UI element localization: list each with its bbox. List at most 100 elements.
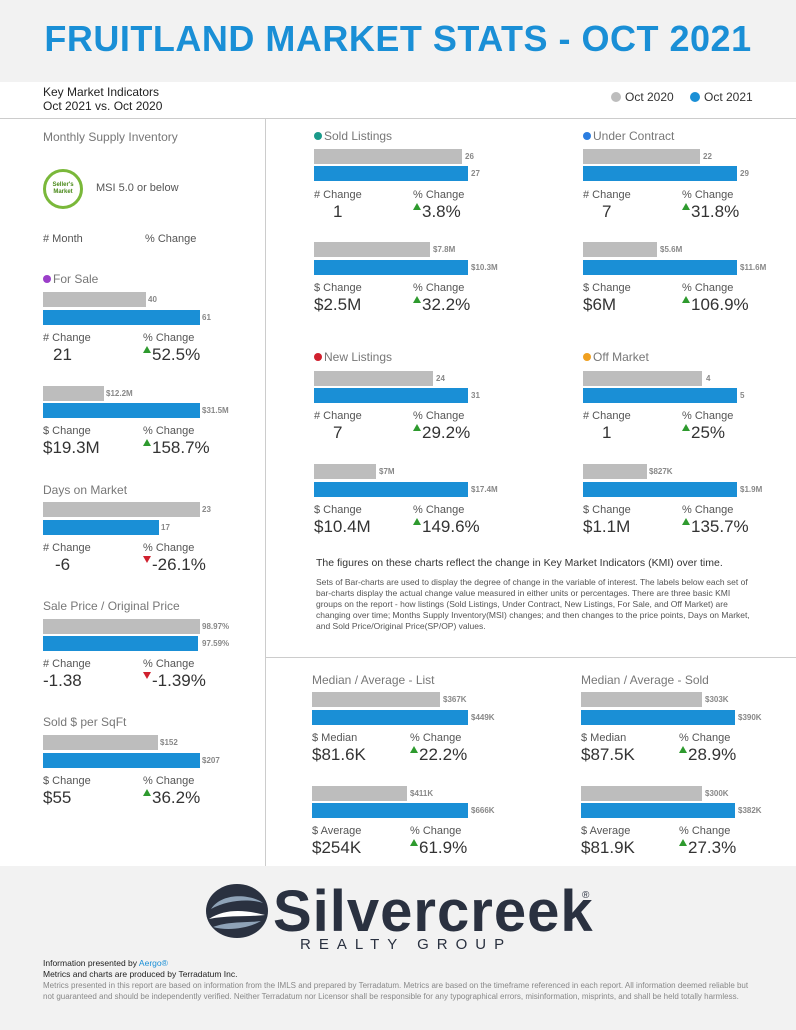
dom-title: Days on Market xyxy=(43,483,128,497)
under-bar-prev xyxy=(583,149,700,164)
for-sale-chg: 21 xyxy=(53,345,72,364)
new-vol-bar-prev xyxy=(314,464,376,479)
for-sale-title: For Sale xyxy=(43,272,98,286)
new-vol-chg-label: $ Change xyxy=(314,504,362,516)
spop-chg-label: # Change xyxy=(43,658,91,670)
under-title: Under Contract xyxy=(583,129,674,143)
new-pct-label: % Change xyxy=(413,410,465,422)
for-sale-vol-chg-label: $ Change xyxy=(43,425,91,437)
under-vol-pct-value: 106.9% xyxy=(691,295,749,314)
sold-val-prev: 26 xyxy=(465,152,474,161)
sold-bar-prev xyxy=(314,149,462,164)
under-val-curr: 29 xyxy=(740,169,749,178)
presented-by: Information presented by Aergo® xyxy=(43,958,168,968)
sold-title: Sold Listings xyxy=(314,129,392,143)
sqft-val-prev: $152 xyxy=(160,738,178,747)
msi-col-change: % Change xyxy=(145,233,197,245)
sold-avg-pct-value: 27.3% xyxy=(688,838,737,857)
for-sale-vol-chg: $19.3M xyxy=(43,438,100,457)
for-sale-vol-val-prev: $12.2M xyxy=(106,389,133,398)
for-sale-vol-pct: 158.7% xyxy=(143,438,210,458)
sold-median-val-curr: $390K xyxy=(738,713,762,722)
sold-median-pct-value: 28.9% xyxy=(688,745,737,764)
up-arrow-icon xyxy=(413,518,421,525)
badge-line1: Seller's xyxy=(52,182,74,188)
msi-title: Monthly Supply Inventory xyxy=(43,130,178,144)
sold-vol-chg-label: $ Change xyxy=(314,282,362,294)
sold-vol-chg: $2.5M xyxy=(314,295,362,314)
dom-pct-value: -26.1% xyxy=(152,555,206,574)
new-pct-value: 29.2% xyxy=(422,423,471,442)
up-arrow-icon xyxy=(410,839,418,846)
new-vol-val-prev: $7M xyxy=(379,467,395,476)
for-sale-pct: 52.5% xyxy=(143,345,200,365)
list-avg-chg-label: $ Average xyxy=(312,825,362,837)
msi-badge-text: MSI 5.0 or below xyxy=(96,182,179,194)
dom-bar-curr xyxy=(43,520,159,535)
under-val-prev: 22 xyxy=(703,152,712,161)
msi-col-month: # Month xyxy=(43,233,83,245)
list-median-chg-label: $ Median xyxy=(312,732,358,744)
up-arrow-icon xyxy=(679,839,687,846)
off-vol-pct-label: % Change xyxy=(682,504,734,516)
new-vol-pct: 149.6% xyxy=(413,517,480,537)
sqft-chg-label: $ Change xyxy=(43,775,91,787)
up-arrow-icon xyxy=(143,789,151,796)
new-vol-pct-label: % Change xyxy=(413,504,465,516)
sold-median-bar-curr xyxy=(581,710,735,725)
under-pct-label: % Change xyxy=(682,189,734,201)
off-chg: 1 xyxy=(602,423,612,442)
list-avg-pct: 61.9% xyxy=(410,838,467,858)
sqft-title: Sold $ per SqFt xyxy=(43,715,127,729)
sold-median-chg-label: $ Median xyxy=(581,732,627,744)
under-vol-pct: 106.9% xyxy=(682,295,749,315)
sqft-pct-label: % Change xyxy=(143,775,195,787)
sold-median-pct-label: % Change xyxy=(679,732,731,744)
aergo-link[interactable]: Aergo® xyxy=(138,958,168,968)
kmi-label: Key Market Indicators Oct 2021 vs. Oct 2… xyxy=(43,85,162,113)
dom-val-curr: 17 xyxy=(161,523,170,532)
dom-val-prev: 23 xyxy=(202,505,211,514)
dom-pct-label: % Change xyxy=(143,542,195,554)
page-title: FRUITLAND MARKET STATS - OCT 2021 xyxy=(44,18,752,59)
off-pct: 25% xyxy=(682,423,725,443)
for-sale-vol-val-curr: $31.5M xyxy=(202,406,229,415)
off-chg-label: # Change xyxy=(583,410,631,422)
sold-avg-bar-prev xyxy=(581,786,702,801)
under-pct-value: 31.8% xyxy=(691,202,740,221)
logo-wordmark: Silvercreek xyxy=(273,879,594,944)
sqft-pct: 36.2% xyxy=(143,788,200,808)
header-divider xyxy=(0,118,796,119)
under-chg-label: # Change xyxy=(583,189,631,201)
for-sale-vol-bar-curr xyxy=(43,403,200,418)
sold-dot xyxy=(314,132,322,140)
sold-vol-bar-prev xyxy=(314,242,430,257)
notes-body: Sets of Bar-charts are used to display t… xyxy=(316,577,750,631)
sold-val-curr: 27 xyxy=(471,169,480,178)
off-vol-bar-prev xyxy=(583,464,647,479)
sold-bar-curr xyxy=(314,166,468,181)
off-title: Off Market xyxy=(583,350,649,364)
down-arrow-icon xyxy=(143,672,151,679)
for-sale-vol-pct-label: % Change xyxy=(143,425,195,437)
under-vol-chg: $6M xyxy=(583,295,617,314)
sold-pct: 3.8% xyxy=(413,202,461,222)
sold-vol-pct-label: % Change xyxy=(413,282,465,294)
sold-pct-value: 3.8% xyxy=(422,202,461,221)
off-pct-label: % Change xyxy=(682,410,734,422)
sold-title-text: Sold Listings xyxy=(324,129,393,143)
off-vol-pct-value: 135.7% xyxy=(691,517,749,536)
off-pct-value: 25% xyxy=(691,423,726,442)
kmi-line1: Key Market Indicators xyxy=(43,85,160,99)
list-avg-val-curr: $666K xyxy=(471,806,495,815)
spop-pct-value: -1.39% xyxy=(152,671,206,690)
off-bar-prev xyxy=(583,371,702,386)
sold-avg-bar-curr xyxy=(581,803,735,818)
new-bar-curr xyxy=(314,388,468,403)
up-arrow-icon xyxy=(410,746,418,753)
list-avg-val-prev: $411K xyxy=(410,789,434,798)
sold-median-chg: $87.5K xyxy=(581,745,635,764)
under-vol-bar-curr xyxy=(583,260,737,275)
off-vol-chg: $1.1M xyxy=(583,517,631,536)
spop-title: Sale Price / Original Price xyxy=(43,599,180,613)
